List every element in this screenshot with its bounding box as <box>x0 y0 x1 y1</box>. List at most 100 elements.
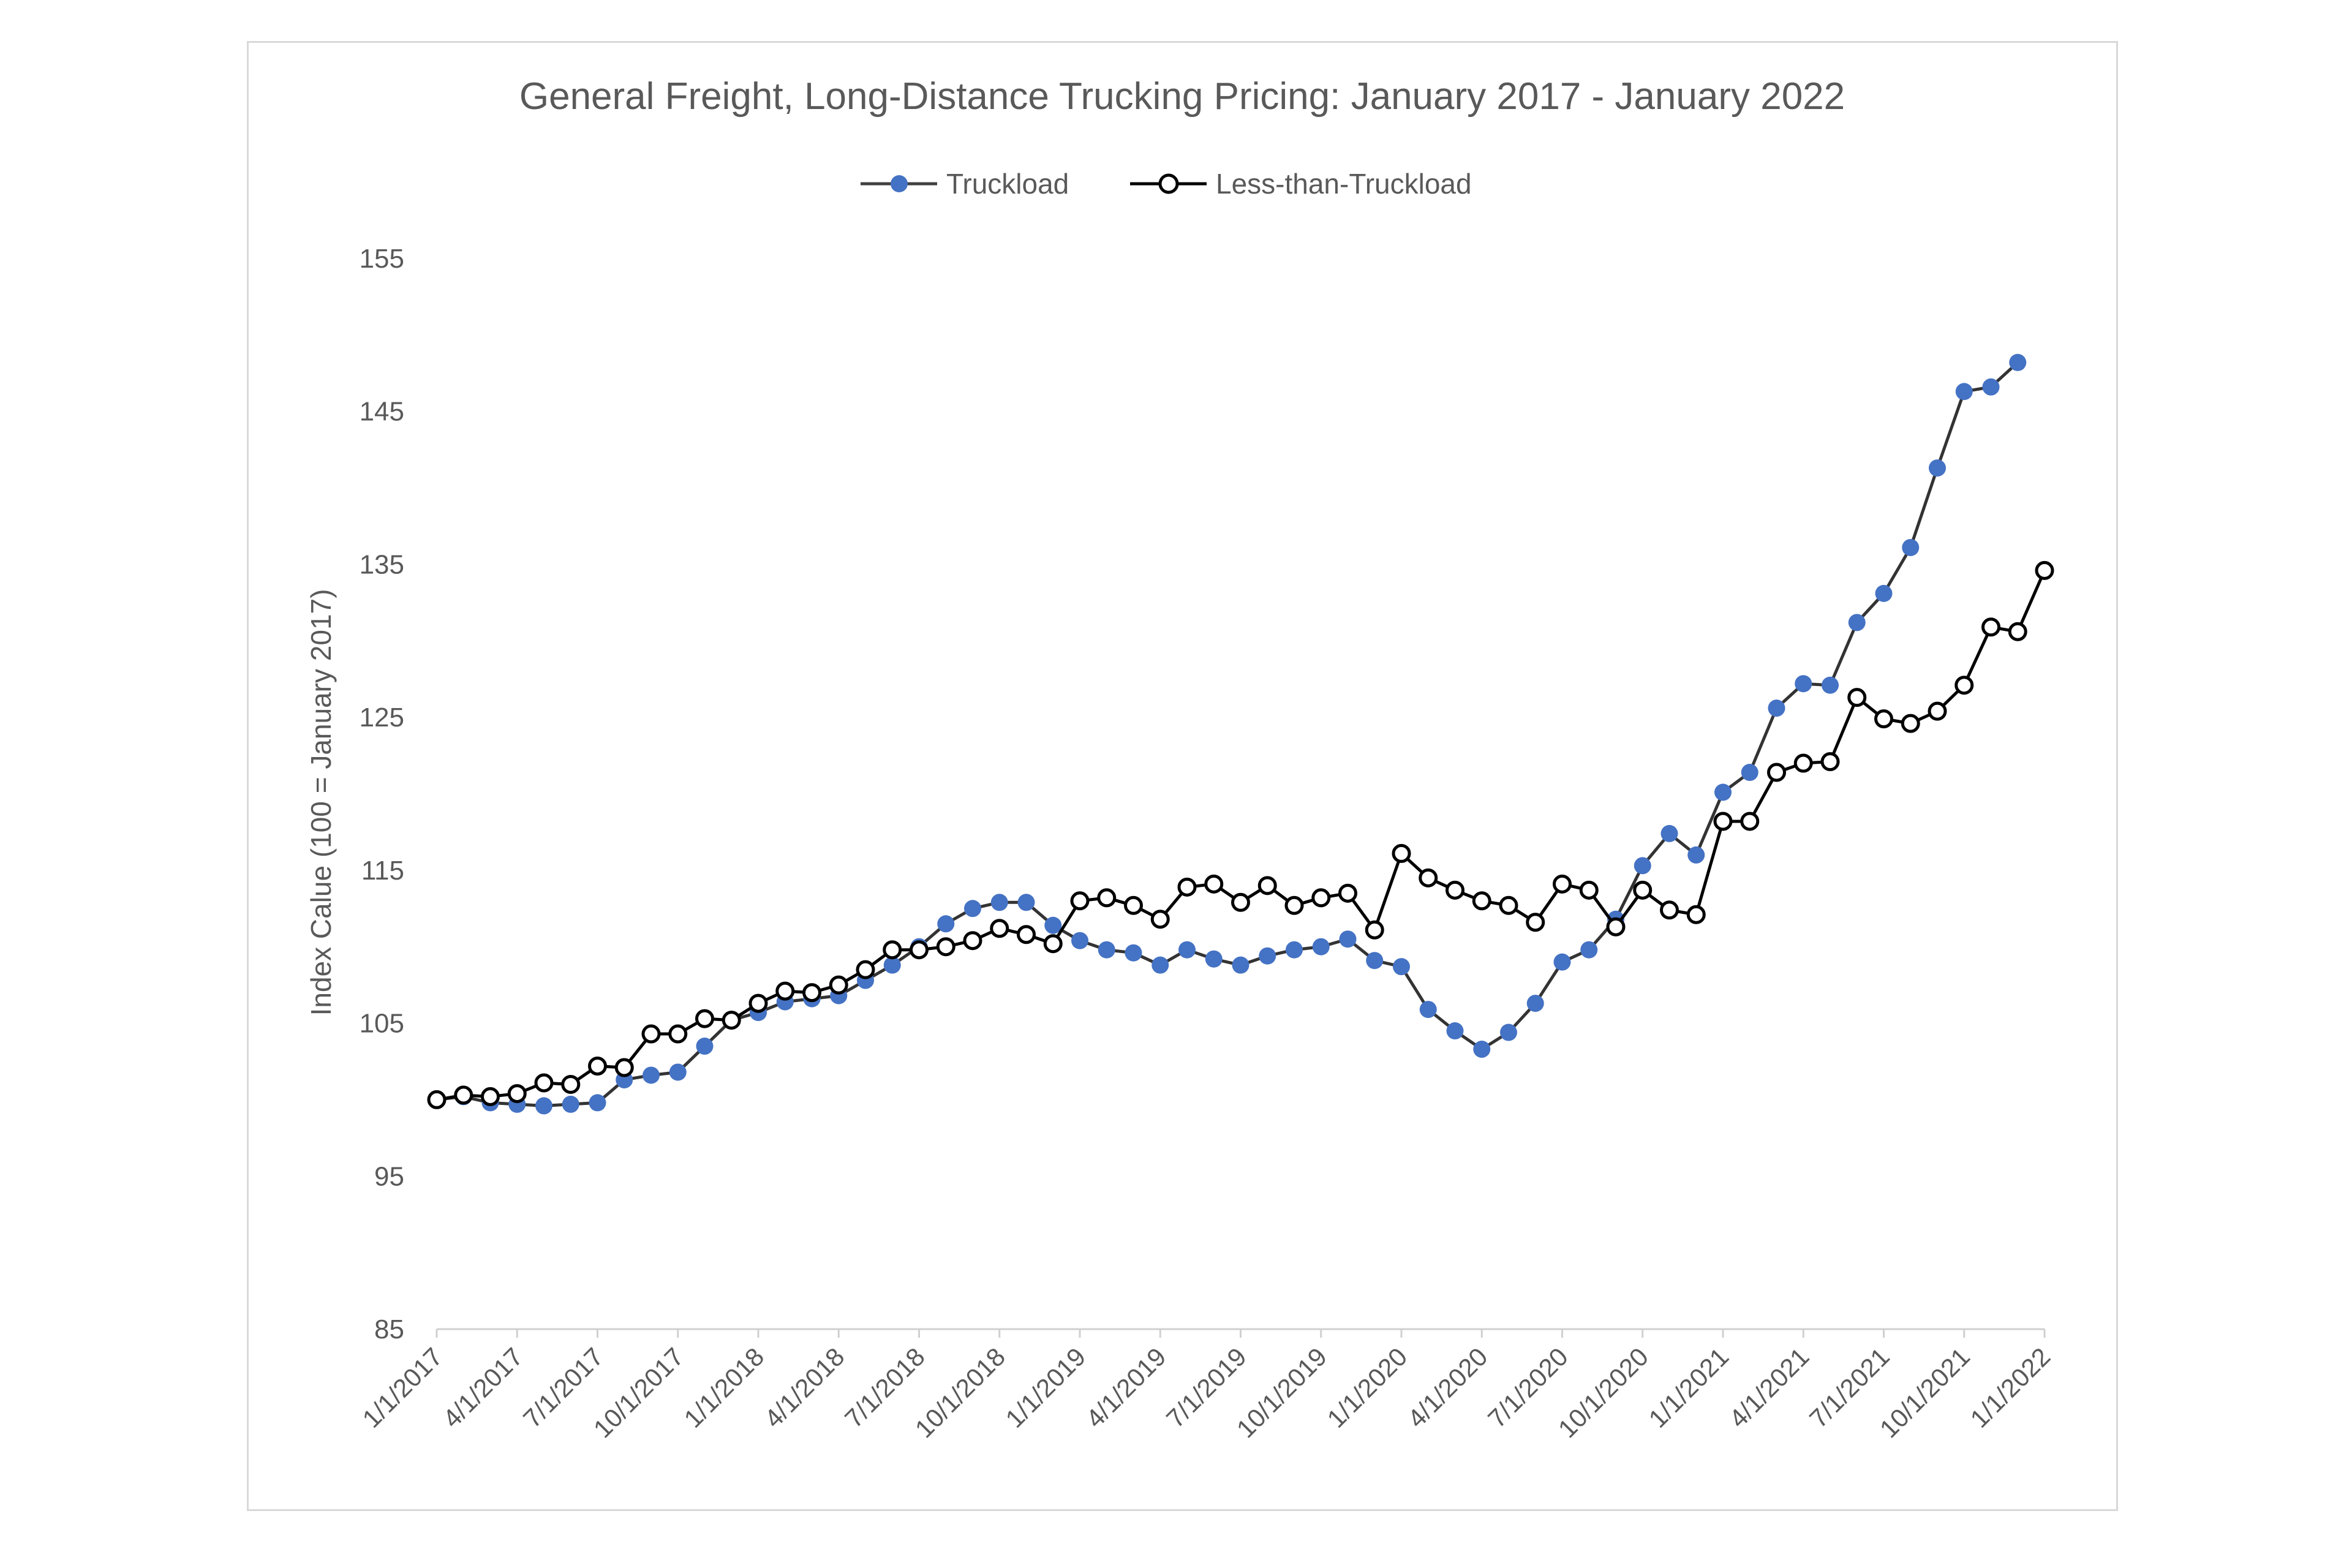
data-point <box>2035 560 2054 580</box>
data-point <box>1928 701 1947 721</box>
data-point <box>1017 894 1035 911</box>
data-point <box>1205 950 1223 968</box>
data-point <box>1044 916 1062 934</box>
legend-ltl-marker <box>1158 173 1179 194</box>
legend-truckload-label: Truckload <box>946 168 1069 200</box>
data-point <box>1152 956 1169 974</box>
data-point <box>1822 676 1839 694</box>
data-point <box>1177 877 1197 897</box>
data-point <box>507 1084 527 1103</box>
data-point <box>748 993 768 1013</box>
data-point <box>562 1095 579 1113</box>
data-point <box>696 1038 714 1055</box>
data-point <box>1714 783 1732 801</box>
data-point <box>937 915 955 933</box>
legend: Truckload Less-than-Truckload <box>861 168 1472 200</box>
data-point <box>1526 995 1544 1012</box>
y-tick-label: 105 <box>360 1009 404 1039</box>
data-point <box>1929 459 1946 477</box>
data-point <box>1633 880 1653 900</box>
data-point <box>1875 584 1893 602</box>
data-point <box>802 983 821 1003</box>
data-point <box>1393 958 1410 976</box>
y-axis-title: Index Calue (100 = January 2017) <box>305 589 337 1016</box>
data-point <box>1231 892 1250 912</box>
legend-ltl-label: Less-than-Truckload <box>1216 168 1472 200</box>
data-point <box>1366 952 1384 970</box>
data-point <box>1634 857 1651 875</box>
y-tick-label: 145 <box>360 397 404 427</box>
data-point <box>1660 824 1678 842</box>
data-point <box>454 1085 473 1105</box>
data-point <box>695 1009 714 1028</box>
data-point <box>1795 675 1812 693</box>
data-point <box>964 900 981 918</box>
data-point <box>1820 752 1840 772</box>
x-tick-label: 1/1/2018 <box>679 1342 770 1433</box>
data-point <box>1098 941 1115 959</box>
x-tick-label: 1/1/2022 <box>1965 1342 2056 1433</box>
x-tick-label: 4/1/2018 <box>759 1342 850 1433</box>
data-point <box>1257 876 1277 895</box>
y-tick-label: 115 <box>361 856 404 886</box>
series-line <box>436 361 2019 1107</box>
chart-title: General Freight, Long-Distance Trucking … <box>519 75 1845 118</box>
data-point <box>614 1058 634 1077</box>
y-tick-label: 135 <box>360 549 404 579</box>
data-point <box>1419 1001 1437 1019</box>
data-point <box>589 1094 606 1112</box>
x-axis: 1/1/20174/1/20177/1/201710/1/20171/1/201… <box>357 1328 2056 1443</box>
data-point <box>1124 895 1143 915</box>
data-point <box>1419 868 1438 888</box>
data-point <box>534 1073 554 1093</box>
data-point <box>1847 688 1867 707</box>
data-point <box>1687 846 1705 864</box>
data-point <box>1982 378 2000 396</box>
data-point <box>1553 874 1572 894</box>
data-point <box>2009 353 2027 371</box>
data-point <box>1473 1041 1491 1058</box>
series-line <box>436 570 2046 1101</box>
data-point <box>1526 913 1545 932</box>
data-point <box>722 1011 741 1030</box>
data-point <box>1284 895 1304 915</box>
data-point <box>1232 956 1250 974</box>
data-point <box>1981 617 2000 637</box>
data-point <box>1204 874 1224 894</box>
chart-frame <box>247 41 2118 1511</box>
data-point <box>1070 891 1090 911</box>
data-point <box>1767 763 1786 782</box>
data-point <box>641 1024 661 1044</box>
data-point <box>1954 676 1974 695</box>
data-point <box>1955 383 1973 401</box>
data-point <box>1553 953 1571 971</box>
data-point <box>883 956 901 974</box>
data-point <box>535 1097 552 1115</box>
data-point <box>936 937 956 957</box>
data-point <box>1365 920 1384 940</box>
data-point <box>1097 888 1117 908</box>
x-tick-label: 4/1/2021 <box>1724 1342 1815 1433</box>
data-point <box>1579 880 1599 900</box>
data-point <box>1150 910 1170 929</box>
data-point <box>1499 895 1518 915</box>
data-point <box>1446 880 1464 900</box>
data-point <box>1874 709 1893 729</box>
data-point <box>1178 941 1196 959</box>
x-tick-label: 1/1/2019 <box>1000 1342 1091 1433</box>
data-point <box>1500 1023 1517 1041</box>
data-point <box>427 1090 447 1109</box>
series-truckload <box>428 353 2027 1115</box>
x-tick-label: 4/1/2019 <box>1080 1342 1172 1433</box>
data-point <box>910 940 929 960</box>
data-point <box>990 894 1008 911</box>
data-point <box>1660 900 1679 920</box>
data-point <box>643 1066 660 1084</box>
x-tick-label: 1/1/2020 <box>1322 1342 1413 1433</box>
data-point <box>775 981 795 1001</box>
data-point <box>1339 930 1357 948</box>
y-tick-label: 85 <box>374 1314 404 1344</box>
x-tick-label: 4/1/2017 <box>437 1342 529 1433</box>
data-point <box>963 931 982 951</box>
data-point <box>668 1024 688 1044</box>
